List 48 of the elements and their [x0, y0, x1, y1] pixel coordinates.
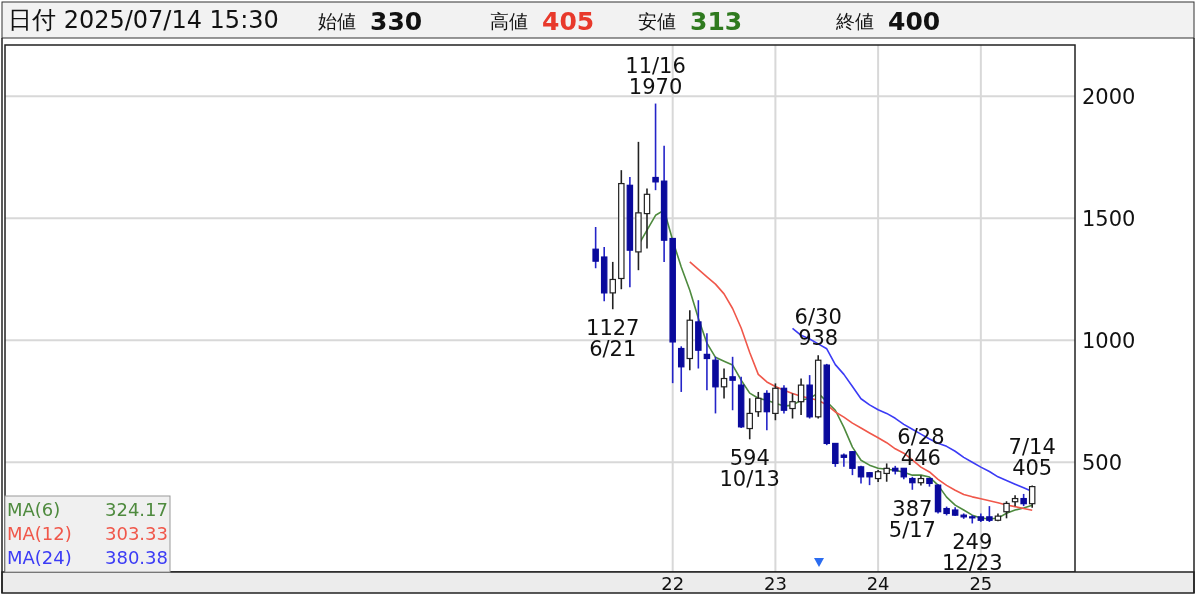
candlestick [832, 442, 839, 468]
candlestick [780, 384, 788, 415]
text: 405 [542, 7, 595, 36]
candlestick [849, 450, 856, 476]
text: 始値 [318, 10, 356, 32]
y-tick-label: 1500 [1082, 207, 1136, 232]
annotation: 7/14 405 [1008, 435, 1056, 481]
text: 330 [370, 7, 423, 36]
text: MA(12) [7, 523, 72, 544]
text: MA(24) [7, 547, 72, 568]
y-tick-label: 2000 [1082, 85, 1136, 110]
annotation: 324.17 [105, 499, 168, 520]
annotation: 1127 6/21 [586, 316, 640, 362]
candlestick [789, 392, 796, 420]
candlestick [763, 389, 771, 432]
text: 終値 [835, 10, 874, 32]
x-tick-label: 25 [969, 573, 993, 594]
candlestick [883, 462, 890, 483]
y-tick-label: 500 [1082, 451, 1123, 476]
candlestick [720, 367, 728, 400]
annotation: 380.38 [105, 547, 168, 568]
annotation: 594 10/13 [719, 446, 780, 492]
annotation: 387 5/17 [888, 496, 936, 542]
candlestick [652, 102, 659, 191]
candlestick [677, 345, 685, 393]
candlestick [592, 226, 599, 270]
candlestick [746, 397, 753, 441]
candlestick [755, 391, 762, 418]
text: 安値 [638, 10, 676, 32]
candlestick [703, 332, 711, 392]
candlestick [643, 187, 651, 250]
x-tick-label: 23 [763, 573, 787, 594]
text: 高値 [490, 10, 528, 32]
chart-title: 日付 2025/07/14 15:30 [8, 6, 279, 34]
annotation: 249 12/23 [942, 530, 1003, 576]
annotation: 303.33 [105, 523, 168, 544]
text: MA(6) [7, 499, 61, 520]
x-tick-label: 24 [866, 573, 890, 594]
candlestick [797, 377, 805, 416]
y-tick-label: 1000 [1082, 329, 1136, 354]
x-tick-label: 22 [661, 573, 685, 594]
annotation: 11/16 1970 [625, 53, 686, 99]
candlestick [840, 452, 848, 468]
candlestick [1028, 484, 1036, 509]
text: 400 [888, 7, 941, 36]
candlestick [609, 261, 617, 311]
text: 313 [690, 7, 743, 36]
candlestick [729, 356, 736, 412]
